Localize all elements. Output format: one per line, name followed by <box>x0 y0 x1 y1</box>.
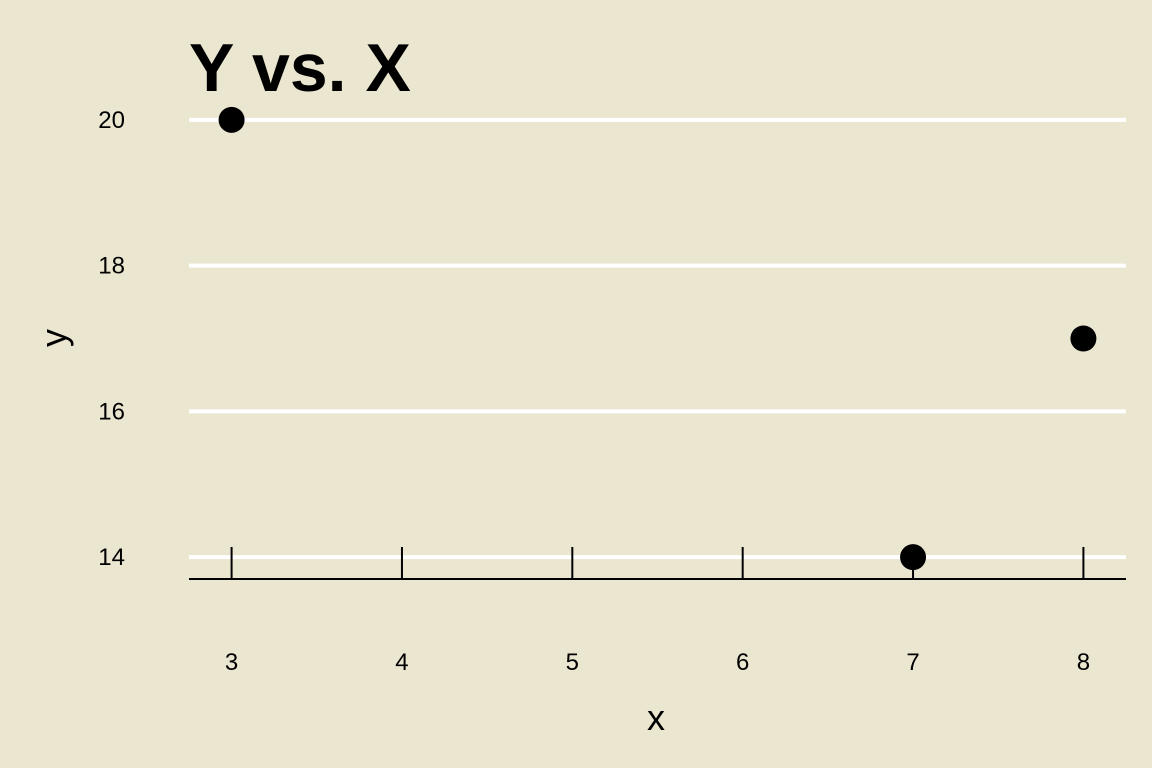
data-points <box>218 106 1097 571</box>
x-tick-label-5: 5 <box>566 649 579 676</box>
data-point <box>900 544 927 571</box>
y-tick-label-18: 18 <box>98 253 125 280</box>
y-axis-title: y <box>33 329 74 347</box>
x-tick-label-7: 7 <box>906 649 919 676</box>
y-tick-label-20: 20 <box>98 107 125 134</box>
x-tick-label-3: 3 <box>225 649 238 676</box>
chart-title: Y vs. X <box>189 30 411 106</box>
x-axis-title: x <box>647 697 665 738</box>
data-point <box>1070 325 1097 352</box>
data-point <box>218 106 245 133</box>
y-tick-labels: 14 16 18 20 <box>98 107 125 571</box>
x-tick-label-8: 8 <box>1077 649 1090 676</box>
y-tick-label-16: 16 <box>98 398 125 425</box>
x-tick-labels: 3 4 5 6 7 8 <box>225 649 1090 676</box>
gridlines <box>189 117 1126 560</box>
x-tick-label-4: 4 <box>395 649 408 676</box>
y-tick-label-14: 14 <box>98 544 125 571</box>
x-tick-label-6: 6 <box>736 649 749 676</box>
